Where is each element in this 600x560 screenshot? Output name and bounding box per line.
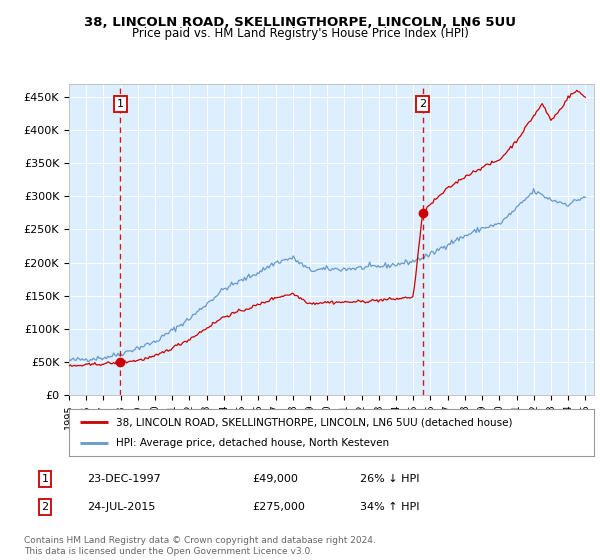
Text: £49,000: £49,000 — [252, 474, 298, 484]
Text: HPI: Average price, detached house, North Kesteven: HPI: Average price, detached house, Nort… — [116, 438, 389, 448]
Text: 24-JUL-2015: 24-JUL-2015 — [87, 502, 155, 512]
Text: Price paid vs. HM Land Registry's House Price Index (HPI): Price paid vs. HM Land Registry's House … — [131, 27, 469, 40]
Text: 2: 2 — [419, 99, 426, 109]
Text: Contains HM Land Registry data © Crown copyright and database right 2024.
This d: Contains HM Land Registry data © Crown c… — [24, 536, 376, 556]
Text: 23-DEC-1997: 23-DEC-1997 — [87, 474, 161, 484]
Text: 38, LINCOLN ROAD, SKELLINGTHORPE, LINCOLN, LN6 5UU (detached house): 38, LINCOLN ROAD, SKELLINGTHORPE, LINCOL… — [116, 417, 513, 427]
Text: 38, LINCOLN ROAD, SKELLINGTHORPE, LINCOLN, LN6 5UU: 38, LINCOLN ROAD, SKELLINGTHORPE, LINCOL… — [84, 16, 516, 29]
Text: 1: 1 — [116, 99, 124, 109]
Text: 1: 1 — [41, 474, 49, 484]
Text: 34% ↑ HPI: 34% ↑ HPI — [360, 502, 419, 512]
Text: £275,000: £275,000 — [252, 502, 305, 512]
Text: 26% ↓ HPI: 26% ↓ HPI — [360, 474, 419, 484]
Text: 2: 2 — [41, 502, 49, 512]
